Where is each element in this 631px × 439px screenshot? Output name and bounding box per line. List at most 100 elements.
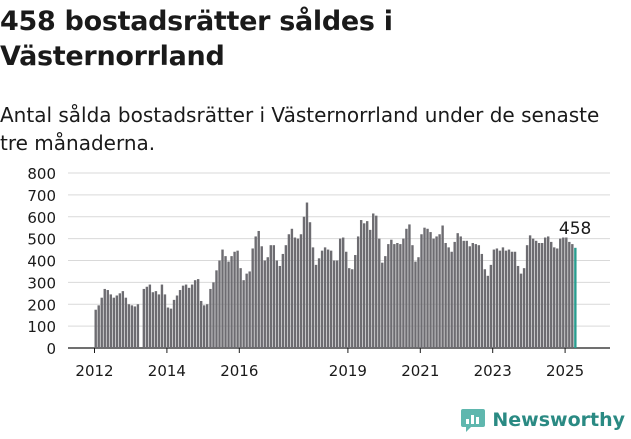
bar xyxy=(387,244,390,348)
bar xyxy=(492,249,496,348)
bar xyxy=(193,280,197,348)
bar xyxy=(157,294,161,348)
bar xyxy=(495,248,499,348)
bar xyxy=(130,305,134,348)
latest-value-label: 458 xyxy=(559,219,591,239)
bar xyxy=(127,304,131,348)
bar xyxy=(272,245,276,348)
bar xyxy=(227,261,230,348)
bar xyxy=(462,240,465,348)
bar xyxy=(236,250,239,348)
bar xyxy=(266,257,269,348)
bar xyxy=(423,227,426,348)
bar xyxy=(356,236,360,348)
bar xyxy=(534,240,538,348)
bar xyxy=(553,247,556,348)
bar xyxy=(402,238,405,348)
bar xyxy=(381,262,384,348)
bar xyxy=(414,261,417,348)
bar xyxy=(516,265,520,348)
bar xyxy=(559,238,562,348)
bar xyxy=(287,234,291,348)
bar xyxy=(323,247,327,348)
bar xyxy=(302,216,306,348)
bar xyxy=(348,268,351,348)
y-tick-label: 800 xyxy=(27,165,56,183)
bar xyxy=(221,249,224,348)
bar xyxy=(145,286,149,348)
bar xyxy=(199,300,203,348)
bar xyxy=(537,243,541,348)
bar xyxy=(317,258,321,348)
bar xyxy=(242,280,245,348)
bar xyxy=(263,260,266,348)
bar xyxy=(459,236,462,348)
bar xyxy=(528,235,532,348)
bar xyxy=(254,236,257,348)
bar xyxy=(172,299,176,348)
y-tick-label: 100 xyxy=(27,318,56,336)
bar xyxy=(311,247,315,348)
bar xyxy=(181,285,185,348)
bar xyxy=(525,245,529,348)
bar xyxy=(154,291,158,348)
chart-title: 458 bostadsrätter såldes i Västernorrlan… xyxy=(0,6,393,72)
bar xyxy=(468,246,471,348)
bar xyxy=(477,245,481,348)
bar xyxy=(486,275,490,348)
bar xyxy=(453,241,456,348)
bar xyxy=(438,234,441,348)
x-tick-label: 2021 xyxy=(401,362,439,380)
y-tick-label: 500 xyxy=(27,231,56,249)
bar xyxy=(550,241,553,348)
bar xyxy=(441,225,444,348)
bar xyxy=(233,251,236,348)
y-tick-label: 200 xyxy=(27,296,56,314)
bar xyxy=(565,237,568,348)
bar-latest xyxy=(574,247,577,348)
bar xyxy=(148,284,152,348)
bar xyxy=(187,287,191,348)
bar xyxy=(504,250,508,348)
bar xyxy=(447,247,450,348)
bar xyxy=(513,251,517,348)
bar xyxy=(543,237,547,348)
bar xyxy=(106,290,109,348)
bar xyxy=(540,243,544,348)
bar xyxy=(399,244,402,348)
bar xyxy=(178,290,182,348)
bar xyxy=(362,223,366,348)
bar xyxy=(290,228,294,348)
bar xyxy=(480,253,484,348)
bar xyxy=(465,240,468,348)
bar xyxy=(501,247,505,348)
bar xyxy=(275,260,279,348)
y-tick-label: 400 xyxy=(27,253,56,271)
bar xyxy=(151,292,155,348)
bar xyxy=(556,248,559,348)
bar xyxy=(335,260,339,348)
bar xyxy=(369,229,372,348)
bar xyxy=(209,288,212,348)
bar xyxy=(269,245,272,348)
bar xyxy=(568,241,571,348)
bar xyxy=(384,256,387,348)
bar xyxy=(411,245,414,348)
bar xyxy=(296,238,300,348)
y-tick-label: 300 xyxy=(27,274,56,292)
bar xyxy=(444,243,447,348)
bar xyxy=(202,305,206,348)
bar xyxy=(329,250,333,348)
bar xyxy=(133,306,137,348)
newsworthy-brand: Newsworthy xyxy=(460,407,625,433)
bar xyxy=(248,271,251,348)
bar xyxy=(239,268,242,348)
bar xyxy=(507,249,511,348)
bar xyxy=(299,234,303,348)
bar xyxy=(100,297,103,348)
bar xyxy=(429,232,432,348)
bar xyxy=(471,243,474,348)
bar xyxy=(320,250,324,348)
newsworthy-logo-icon xyxy=(461,409,486,432)
bar xyxy=(118,293,122,348)
